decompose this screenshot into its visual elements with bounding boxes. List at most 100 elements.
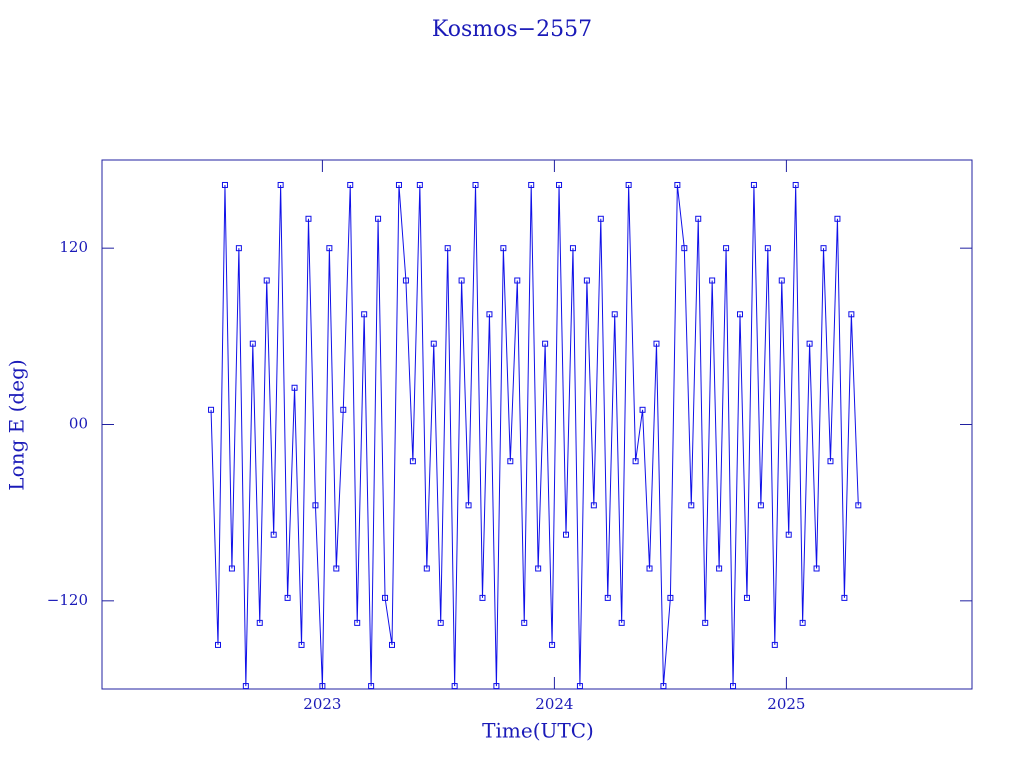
point-marker	[528, 181, 535, 188]
point-marker	[660, 683, 667, 690]
point-marker	[416, 181, 423, 188]
point-marker	[688, 502, 695, 509]
point-marker	[402, 277, 409, 284]
point-marker	[799, 619, 806, 626]
point-marker	[723, 245, 730, 252]
point-marker	[604, 594, 611, 601]
point-marker	[834, 215, 841, 222]
series-line	[210, 184, 859, 687]
point-marker	[702, 619, 709, 626]
point-marker	[841, 594, 848, 601]
x-axis-label: Time(UTC)	[482, 719, 594, 743]
point-marker	[305, 215, 312, 222]
point-marker	[632, 458, 639, 465]
point-marker	[479, 594, 486, 601]
point-marker	[507, 458, 514, 465]
point-marker	[764, 245, 771, 252]
point-marker	[284, 594, 291, 601]
point-marker	[312, 502, 319, 509]
point-marker	[535, 565, 542, 572]
point-marker	[737, 311, 743, 318]
point-marker	[556, 181, 563, 188]
point-marker	[716, 565, 723, 572]
point-marker	[395, 181, 402, 188]
point-marker	[444, 245, 451, 252]
point-marker	[389, 641, 395, 648]
y-tick-label: 00	[69, 415, 88, 433]
point-marker	[249, 340, 256, 347]
point-marker	[493, 683, 500, 690]
y-tick-label: 120	[59, 238, 88, 256]
point-marker	[235, 245, 242, 252]
point-marker	[848, 311, 855, 318]
point-marker	[583, 277, 590, 284]
point-marker	[368, 683, 375, 690]
point-marker	[653, 340, 660, 347]
point-marker	[423, 565, 430, 572]
point-marker	[256, 619, 263, 626]
point-marker	[674, 181, 681, 188]
point-marker	[500, 245, 507, 252]
point-marker	[465, 502, 472, 509]
point-marker	[430, 340, 437, 347]
y-axis-label: Long E (deg)	[5, 359, 29, 490]
point-marker	[549, 641, 556, 648]
point-marker	[813, 565, 820, 572]
point-marker	[743, 594, 750, 601]
point-marker	[333, 565, 340, 572]
point-marker	[542, 340, 549, 347]
x-tick-label: 2024	[535, 695, 573, 713]
point-marker	[750, 181, 757, 188]
point-marker	[757, 502, 764, 509]
point-marker	[382, 594, 389, 601]
point-marker	[778, 277, 785, 284]
point-marker	[563, 531, 569, 538]
point-marker	[646, 565, 653, 572]
point-marker	[576, 683, 583, 690]
x-tick-label: 2023	[303, 695, 341, 713]
point-marker	[695, 215, 702, 222]
point-marker	[625, 181, 632, 188]
point-marker	[472, 181, 479, 188]
point-marker	[514, 277, 521, 284]
point-marker	[618, 619, 625, 626]
point-marker	[208, 406, 215, 413]
point-marker	[277, 181, 284, 188]
point-marker	[709, 277, 716, 284]
point-marker	[242, 683, 249, 690]
point-marker	[820, 245, 827, 252]
point-marker	[855, 502, 862, 509]
point-marker	[375, 215, 382, 222]
point-marker	[771, 641, 778, 648]
point-marker	[354, 619, 361, 626]
point-marker	[228, 565, 235, 572]
point-marker	[521, 619, 528, 626]
point-marker	[590, 502, 597, 509]
point-marker	[340, 406, 347, 413]
y-tick-label: −120	[47, 591, 88, 609]
point-marker	[785, 531, 792, 538]
chart-title: Kosmos−2557	[432, 17, 592, 42]
point-marker	[792, 181, 799, 188]
point-marker	[326, 245, 333, 252]
point-marker	[451, 683, 458, 690]
point-marker	[827, 458, 834, 465]
point-marker	[730, 683, 737, 690]
point-marker	[409, 458, 416, 465]
point-marker	[667, 594, 674, 601]
point-marker	[319, 683, 326, 690]
x-tick-label: 2025	[767, 695, 805, 713]
point-marker	[221, 181, 228, 188]
point-marker	[569, 245, 576, 252]
point-marker	[361, 311, 368, 318]
point-marker	[486, 311, 493, 318]
point-marker	[597, 215, 604, 222]
point-marker	[263, 277, 270, 284]
point-marker	[458, 277, 465, 284]
point-marker	[681, 245, 688, 252]
point-marker	[291, 384, 298, 391]
point-marker	[347, 181, 354, 188]
point-marker	[270, 531, 277, 538]
